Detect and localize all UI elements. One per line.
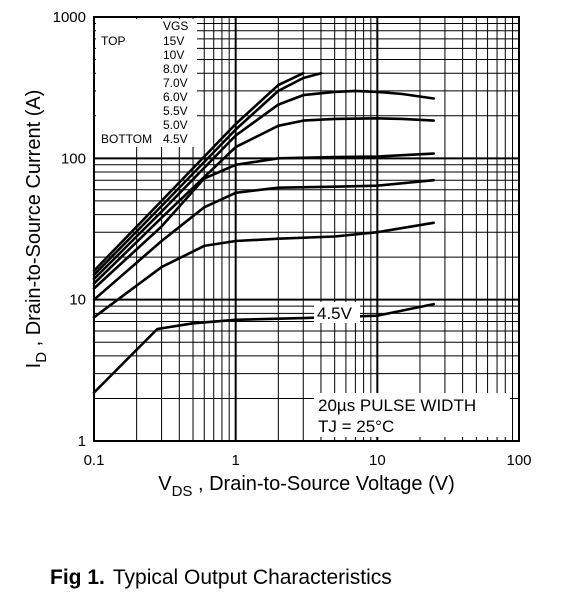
y-axis-title-main: I	[23, 363, 45, 369]
x-tick-labels: 0.1 1 10 100	[84, 452, 532, 469]
legend-entry: 5.5V	[163, 104, 188, 118]
pulse-width-note: 20µs PULSE WIDTH	[318, 396, 476, 415]
series-line-3	[92, 89, 436, 281]
y-axis-title-subscript: D	[33, 352, 50, 363]
figure-caption: Fig 1. Typical Output Characteristics	[50, 566, 392, 590]
series-curves	[92, 71, 436, 394]
y-tick-label: 1000	[53, 9, 86, 26]
curve-label-4-5v: 4.5V	[317, 304, 353, 323]
series-line-8	[92, 302, 436, 394]
y-tick-label: 10	[69, 292, 86, 309]
y-axis-title-rest: , Drain-to-Source Current (A)	[23, 90, 45, 352]
series-line-4	[92, 117, 436, 285]
x-tick-label: 1	[231, 452, 239, 469]
annotation-background	[314, 393, 510, 437]
legend-entry: 10V	[163, 48, 184, 62]
x-tick-label: 0.1	[84, 452, 105, 469]
series-line-7	[92, 221, 436, 319]
grid	[94, 17, 519, 441]
series-line-2	[92, 71, 323, 277]
x-axis-title-subscript: DS	[172, 483, 193, 500]
x-tick-label: 10	[369, 452, 386, 469]
y-tick-labels: 1 10 100 1000	[53, 9, 86, 450]
series-line-1	[92, 71, 305, 273]
y-tick-label: 100	[61, 150, 86, 167]
x-axis-title-main: V	[158, 473, 172, 495]
x-tick-label: 100	[506, 452, 531, 469]
series-line-6	[92, 178, 436, 302]
x-axis-title-rest: , Drain-to-Source Voltage (V)	[192, 473, 454, 495]
legend-entry: 15V	[163, 34, 184, 48]
legend-entry: 8.0V	[163, 62, 188, 76]
legend-entry: 7.0V	[163, 76, 188, 90]
legend-entry: 6.0V	[163, 90, 188, 104]
legend-top-label: TOP	[101, 34, 125, 48]
legend: VGS TOP BOTTOM 15V10V8.0V7.0V6.0V5.5V5.0…	[96, 19, 197, 147]
plot-frame	[93, 16, 520, 442]
figure-number: Fig 1.	[50, 566, 105, 589]
legend-entry: 4.5V	[163, 132, 188, 146]
y-axis-title: ID , Drain-to-Source Current (A)	[23, 90, 50, 369]
y-tick-label: 1	[78, 433, 86, 450]
junction-temperature-note: TJ = 25°C	[318, 417, 394, 436]
legend-entry: 5.0V	[163, 118, 188, 132]
legend-background	[96, 19, 197, 147]
legend-bottom-label: BOTTOM	[101, 132, 152, 146]
x-axis-title: VDS , Drain-to-Source Voltage (V)	[158, 473, 455, 500]
figure-title: Typical Output Characteristics	[112, 566, 392, 589]
curve-label-background	[314, 302, 360, 323]
legend-header: VGS	[163, 19, 188, 33]
series-line-5	[92, 152, 436, 290]
